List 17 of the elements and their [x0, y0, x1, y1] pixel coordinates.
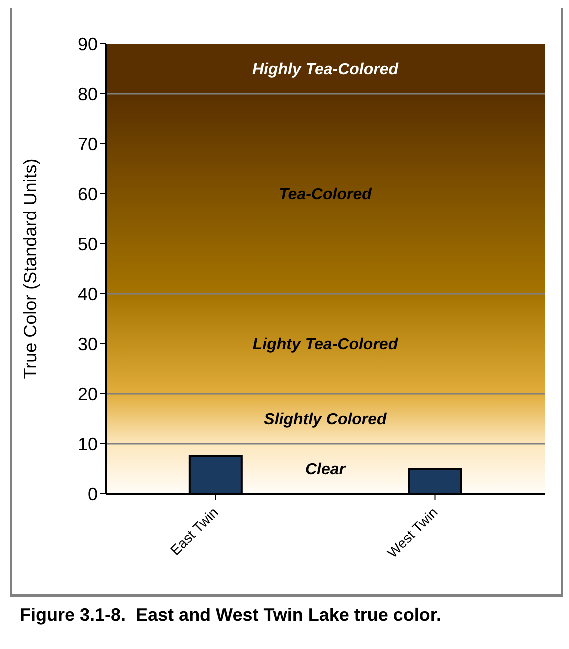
y-tick-label: 0	[88, 484, 98, 504]
y-axis-title: True Color (Standard Units)	[20, 158, 40, 380]
band-label: Clear	[305, 462, 346, 479]
y-tick-label: 50	[78, 234, 98, 254]
y-tick-label: 30	[78, 334, 98, 354]
band-label: Lighty Tea-Colored	[252, 336, 400, 354]
y-tick-label: 40	[78, 284, 98, 304]
band-label: Slightly Colored	[264, 412, 388, 429]
y-tick-label: 60	[78, 184, 98, 204]
y-tick-label: 80	[78, 84, 98, 104]
y-tick-label: 10	[78, 434, 98, 454]
band-label: Highly Tea-Colored	[252, 62, 400, 79]
text: Figure 3.1-8. East and West Twin Lake true color.	[20, 604, 442, 626]
band-label: Tea-Colored	[279, 186, 374, 204]
y-tick-label: 70	[78, 134, 98, 154]
y-tick-label: 20	[78, 384, 98, 404]
y-tick-label: 90	[78, 34, 98, 54]
